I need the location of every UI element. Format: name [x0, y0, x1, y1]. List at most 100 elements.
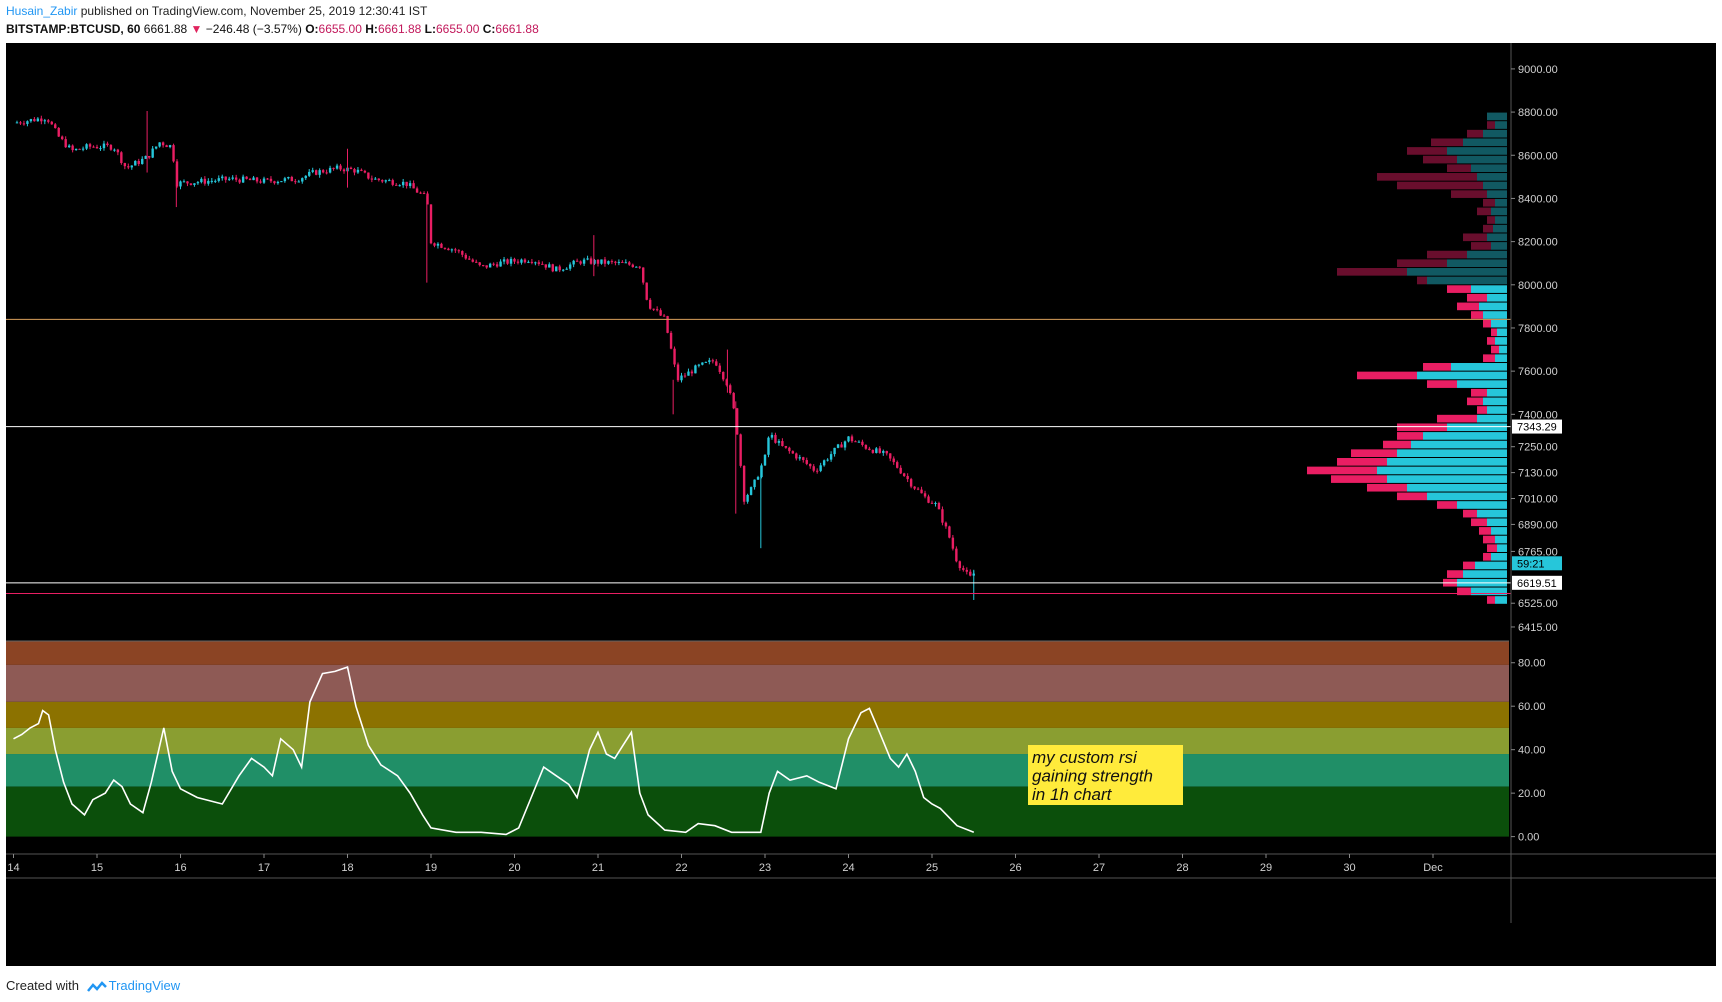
- volume-profile-down-bar: [1397, 181, 1483, 190]
- candle-body: [450, 249, 454, 251]
- candle-body: [370, 178, 374, 180]
- price-tick-label: 6415.00: [1518, 622, 1558, 634]
- candle-body: [600, 259, 603, 264]
- candle-body: [955, 548, 958, 562]
- candle-body: [217, 178, 220, 181]
- volume-profile-down-bar: [1471, 388, 1487, 397]
- candle-body: [196, 182, 200, 184]
- volume-profile-up-bar: [1457, 155, 1507, 164]
- candle-body: [311, 170, 314, 172]
- countdown-label: 59:21: [1517, 558, 1545, 570]
- time-tick-label: 22: [675, 862, 687, 874]
- candle-body: [22, 123, 26, 125]
- candle-body: [680, 375, 683, 381]
- candle-body: [655, 309, 659, 311]
- candle-body: [809, 463, 812, 467]
- volume-profile-up-bar: [1491, 242, 1507, 250]
- candle-body: [690, 371, 694, 374]
- candle-body: [673, 348, 676, 365]
- close-value: 6661.88: [495, 22, 539, 36]
- candle-body: [234, 177, 238, 180]
- volume-profile-down-bar: [1487, 544, 1497, 552]
- rsi-band: [6, 786, 1509, 837]
- candle-body: [15, 122, 19, 124]
- candle-body: [314, 170, 318, 175]
- candle-body: [99, 148, 102, 150]
- candle-body: [36, 118, 40, 122]
- candle-body: [95, 146, 99, 149]
- candle-body: [857, 441, 861, 443]
- volume-profile-down-bar: [1397, 259, 1447, 268]
- candle-body: [739, 434, 742, 466]
- candle-body: [742, 465, 746, 502]
- volume-profile-up-bar: [1491, 319, 1507, 328]
- candle-body: [109, 145, 113, 150]
- candle-body: [951, 537, 955, 549]
- candle-body: [962, 568, 965, 570]
- volume-profile-down-bar: [1427, 250, 1467, 259]
- candle-body: [106, 143, 109, 146]
- candle-body: [193, 183, 196, 185]
- candle-body: [840, 444, 843, 448]
- candle-body: [889, 453, 892, 459]
- price-tick-label: 8000.00: [1518, 280, 1558, 292]
- candle-body: [172, 145, 175, 162]
- volume-profile-up-bar: [1493, 224, 1507, 233]
- candle-body: [746, 494, 749, 502]
- price-change: −246.48 (−3.57%): [205, 22, 302, 36]
- candle-body: [367, 172, 370, 179]
- candle-body: [805, 460, 808, 464]
- candle-body: [67, 145, 71, 148]
- candle-body: [544, 264, 548, 268]
- high-value: 6661.88: [377, 22, 422, 36]
- tradingview-logo-icon: [86, 980, 107, 992]
- tradingview-link[interactable]: TradingView: [108, 978, 181, 993]
- candle-body: [47, 120, 50, 122]
- candle-body: [92, 146, 95, 148]
- annotation-text: my custom rsi: [1032, 748, 1138, 767]
- level-price-label: 7343.29: [1517, 422, 1557, 434]
- candle-body: [527, 261, 530, 263]
- candle-body: [864, 444, 868, 449]
- volume-profile-down-bar: [1487, 337, 1495, 345]
- candle-body: [175, 161, 179, 187]
- price-tick-label: 7800.00: [1518, 323, 1558, 335]
- volume-profile-up-bar: [1377, 466, 1507, 475]
- candle-body: [662, 315, 666, 317]
- candle-body: [429, 204, 433, 244]
- volume-profile-down-bar: [1447, 285, 1471, 293]
- volume-profile-down-bar: [1397, 423, 1447, 432]
- countdown-label-background: [1512, 556, 1562, 571]
- candle-body: [781, 441, 784, 447]
- volume-profile-down-bar: [1337, 457, 1387, 466]
- candle-body: [868, 448, 871, 451]
- candle-body: [909, 479, 913, 487]
- candle-body: [513, 258, 516, 262]
- candle-body: [266, 178, 269, 180]
- candle-body: [231, 177, 234, 179]
- candle-body: [784, 446, 788, 448]
- volume-profile-down-bar: [1447, 164, 1471, 173]
- candle-body: [509, 258, 513, 264]
- candle-body: [210, 180, 214, 182]
- chart-frame[interactable]: my custom rsi gaining strength in 1h chart…: [6, 43, 1716, 966]
- volume-profile-down-bar: [1483, 535, 1495, 544]
- author-link[interactable]: Husain_Zabir: [6, 4, 78, 18]
- rsi-band: [6, 727, 1509, 755]
- candle-body: [123, 163, 127, 167]
- volume-profile-down-bar: [1451, 190, 1487, 198]
- volume-profile-up-bar: [1483, 397, 1507, 406]
- candle-body: [461, 251, 464, 255]
- price-tick-label: 8400.00: [1518, 193, 1558, 205]
- candle-body: [318, 170, 321, 175]
- candle-body: [551, 264, 554, 272]
- candle-body: [280, 181, 283, 183]
- ohlc-legend: BITSTAMP:BTCUSD, 60 6661.88 ▼ −246.48 (−…: [6, 22, 539, 36]
- candle-body: [26, 121, 29, 124]
- candle-body: [836, 444, 840, 448]
- candle-body: [360, 169, 363, 171]
- volume-profile-up-bar: [1495, 535, 1507, 544]
- candle-body: [770, 434, 774, 438]
- volume-profile-down-bar: [1417, 276, 1427, 285]
